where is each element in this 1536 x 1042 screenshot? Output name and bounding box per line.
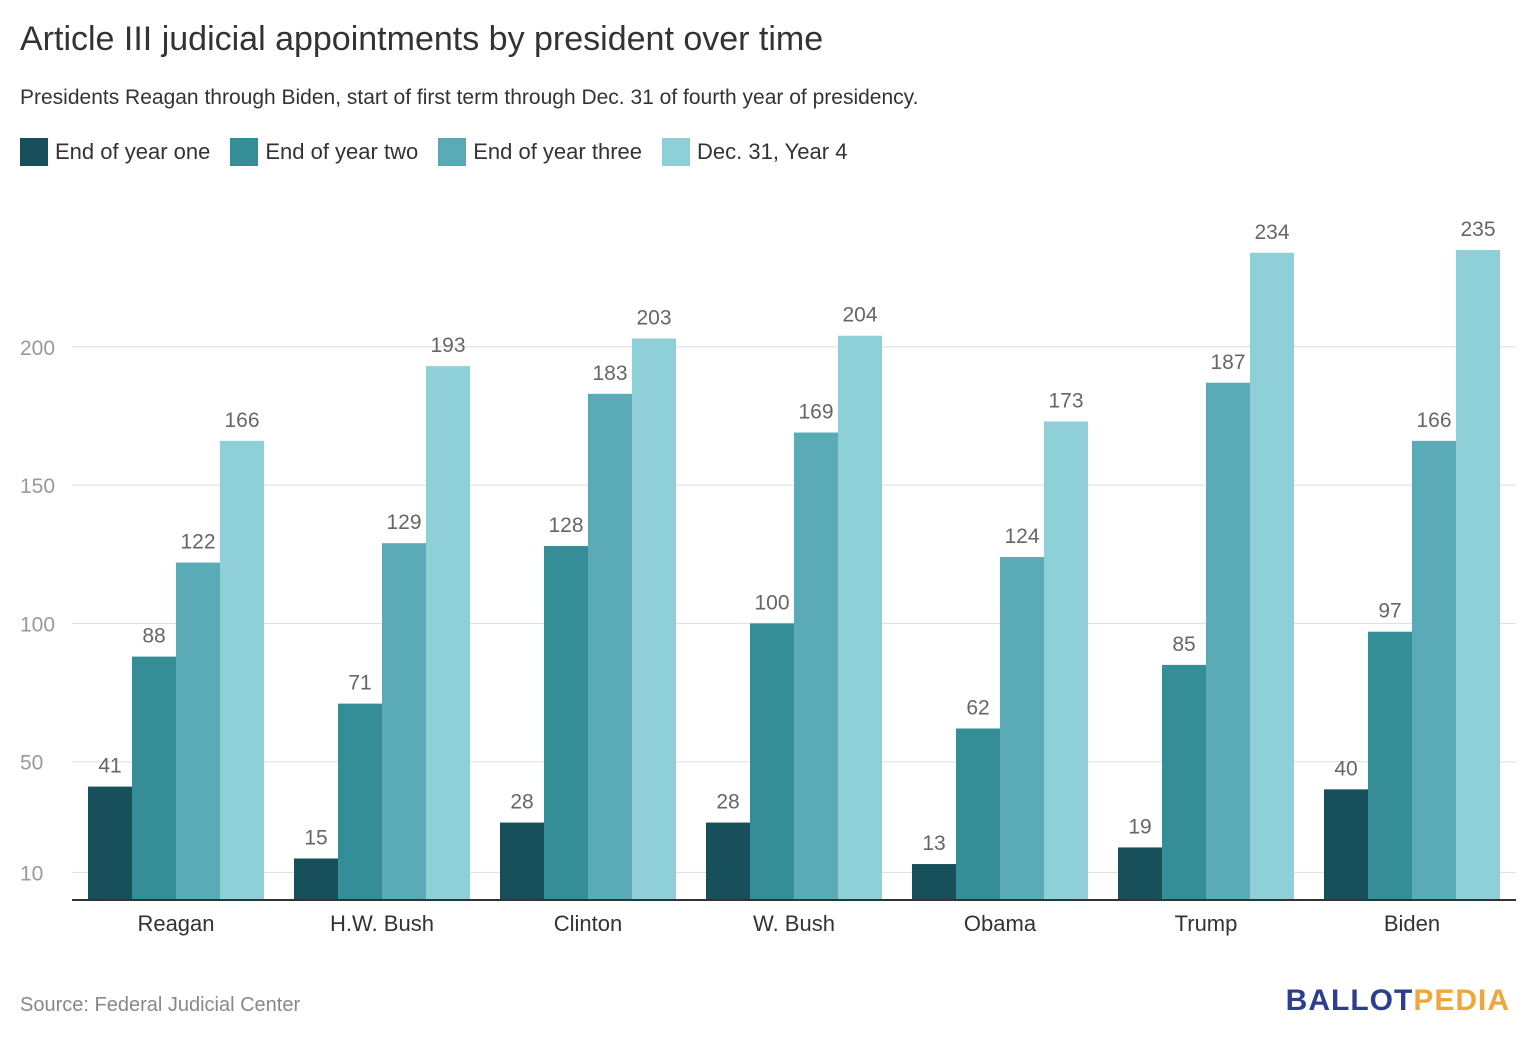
y-tick-label-100: 100: [20, 613, 55, 636]
legend-label-year-four: Dec. 31, Year 4: [697, 139, 848, 164]
value-label: 204: [842, 304, 877, 327]
value-label: 234: [1254, 221, 1289, 244]
legend-item-year-three: End of year three: [438, 138, 642, 166]
bar-clinton-s3: [588, 393, 632, 900]
x-category-label: H.W. Bush: [330, 911, 434, 936]
x-category-label: Trump: [1175, 911, 1238, 936]
bar-trump-s2: [1162, 664, 1206, 900]
source-note: Source: Federal Judicial Center: [20, 994, 301, 1016]
value-label: 124: [1004, 525, 1039, 548]
bar-w-bush-s1: [706, 822, 750, 900]
bar-trump-s3: [1206, 382, 1250, 900]
bar-w-bush-s2: [750, 623, 794, 900]
bar-obama-s2: [956, 728, 1000, 900]
legend-swatch-year-three: [438, 138, 467, 166]
bar-reagan-s3: [176, 562, 220, 900]
bar-layer: [88, 249, 1500, 901]
value-label: 13: [922, 832, 945, 855]
value-label: 28: [510, 791, 533, 814]
bar-reagan-s2: [132, 656, 176, 900]
value-label: 40: [1334, 757, 1357, 780]
bar-clinton-s2: [544, 545, 588, 900]
legend-item-year-one: End of year one: [20, 138, 210, 166]
x-category-label: Obama: [964, 911, 1037, 936]
value-label: 122: [180, 531, 215, 554]
legend-label-year-one: End of year one: [55, 139, 211, 164]
value-label: 183: [592, 362, 627, 385]
value-label: 28: [716, 791, 739, 814]
legend-swatch-year-one: [20, 138, 48, 166]
bar-clinton-s4: [632, 338, 676, 900]
legend-swatch-year-four: [662, 138, 690, 166]
y-tick-label-50: 50: [20, 752, 43, 775]
value-label: 62: [966, 697, 989, 720]
x-category-label: W. Bush: [753, 911, 835, 936]
value-label: 235: [1460, 218, 1495, 241]
bar-h-w-bush-s2: [338, 703, 382, 900]
y-tick-label-10: 10: [20, 862, 43, 885]
value-label: 19: [1128, 815, 1151, 838]
y-tick-label-150: 150: [20, 475, 55, 498]
value-label: 203: [636, 307, 671, 330]
value-label: 85: [1172, 633, 1195, 656]
bar-w-bush-s3: [794, 432, 838, 900]
logo-part-ballot: BALLOT: [1285, 984, 1414, 1017]
bar-biden-s1: [1324, 789, 1368, 900]
value-label: 41: [98, 755, 121, 778]
legend-label-year-three: End of year three: [473, 139, 642, 164]
bar-h-w-bush-s1: [294, 858, 338, 900]
bar-clinton-s1: [500, 822, 544, 900]
value-label: 169: [798, 401, 833, 424]
bar-obama-s4: [1044, 421, 1088, 900]
bar-obama-s3: [1000, 557, 1044, 900]
x-category-label: Reagan: [137, 911, 214, 936]
bar-trump-s1: [1118, 847, 1162, 900]
value-label: 88: [142, 625, 165, 648]
bar-reagan-s4: [220, 440, 264, 900]
value-label: 71: [348, 672, 371, 695]
legend-swatch-year-two: [230, 138, 259, 166]
value-label: 166: [224, 409, 259, 432]
legend-item-year-four: Dec. 31, Year 4: [662, 138, 847, 166]
value-label: 173: [1048, 389, 1083, 412]
value-label: 129: [386, 511, 421, 534]
bar-biden-s2: [1368, 631, 1412, 900]
chart-legend: End of year one End of year two End of y…: [20, 138, 867, 166]
bar-obama-s1: [912, 864, 956, 900]
bar-w-bush-s4: [838, 335, 882, 901]
y-tick-label-200: 200: [20, 337, 55, 360]
x-category-label: Biden: [1384, 911, 1440, 936]
value-label: 193: [430, 334, 465, 357]
chart-subtitle: Presidents Reagan through Biden, start o…: [20, 86, 919, 109]
value-label: 128: [548, 514, 583, 537]
bar-biden-s4: [1456, 249, 1500, 901]
bar-h-w-bush-s4: [426, 366, 470, 900]
logo-part-pedia: PEDIA: [1413, 984, 1510, 1017]
x-category-label: Clinton: [554, 911, 622, 936]
value-label: 15: [304, 827, 327, 850]
legend-label-year-two: End of year two: [265, 139, 419, 164]
value-label: 166: [1416, 409, 1451, 432]
bar-trump-s4: [1250, 252, 1294, 901]
ballotpedia-logo: BALLOTPEDIA: [1286, 984, 1510, 1018]
bar-h-w-bush-s3: [382, 543, 426, 900]
chart-title: Article III judicial appointments by pre…: [20, 20, 824, 58]
bar-reagan-s1: [88, 786, 132, 900]
value-label: 100: [754, 591, 789, 614]
value-label: 187: [1210, 351, 1245, 374]
bar-biden-s3: [1412, 440, 1456, 900]
label-layer: 41 88 122 166 Reagan 15 71 129 193 H.W. Bush 28 128…: [72, 218, 1516, 936]
value-label: 97: [1378, 600, 1401, 623]
legend-item-year-two: End of year two: [230, 138, 418, 166]
